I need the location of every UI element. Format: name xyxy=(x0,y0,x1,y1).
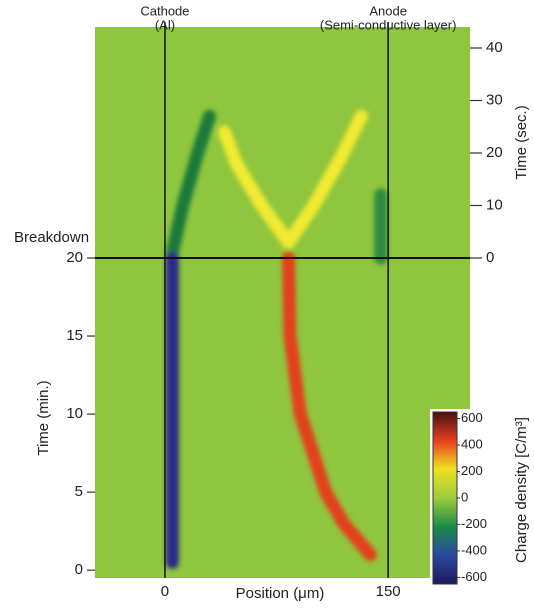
colorbar-tick-label: 600 xyxy=(461,410,483,425)
colorbar-tick-label: 200 xyxy=(461,463,483,478)
colorbar xyxy=(432,411,458,585)
x-tick-label: 150 xyxy=(376,583,401,600)
y-tick-label: 0 xyxy=(75,561,83,578)
colorbar-label: Charge density [C/m³] xyxy=(513,417,530,563)
annotation: (Al) xyxy=(155,17,175,32)
colorbar-tick-label: -600 xyxy=(461,569,487,584)
colorbar-tick-label: -200 xyxy=(461,516,487,531)
y-tick-label: 15 xyxy=(66,327,83,344)
y-axis-label: Time (min.) xyxy=(35,380,52,455)
y-tick-label: 30 xyxy=(486,91,503,108)
trace xyxy=(281,109,368,249)
y-tick-label: 0 xyxy=(486,249,494,266)
colorbar-tick-label: -400 xyxy=(461,542,487,557)
annotation: (Semi-conductive layer) xyxy=(320,17,457,32)
x-tick-label: 0 xyxy=(161,583,169,600)
trace xyxy=(217,125,295,249)
y-axis-label: Time (sec.) xyxy=(513,105,530,179)
colorbar-tick-label: 400 xyxy=(461,437,483,452)
y-tick-label: 20 xyxy=(486,144,503,161)
colorbar-tick-label: 0 xyxy=(461,489,468,504)
y-tick-label: 5 xyxy=(75,483,83,500)
y-tick-label: 10 xyxy=(486,196,503,213)
trace xyxy=(165,109,217,260)
annotation: Cathode xyxy=(140,3,189,18)
trace xyxy=(281,251,377,562)
annotation: Anode xyxy=(369,3,407,18)
y-tick-label: 40 xyxy=(486,39,503,56)
y-tick-label: 20 xyxy=(66,249,83,266)
y-tick-label: 10 xyxy=(66,405,83,422)
x-axis-label: Position (μm) xyxy=(236,585,325,602)
traces xyxy=(165,109,388,569)
heatmap-background xyxy=(95,27,470,578)
annotation: Breakdown xyxy=(14,229,89,246)
